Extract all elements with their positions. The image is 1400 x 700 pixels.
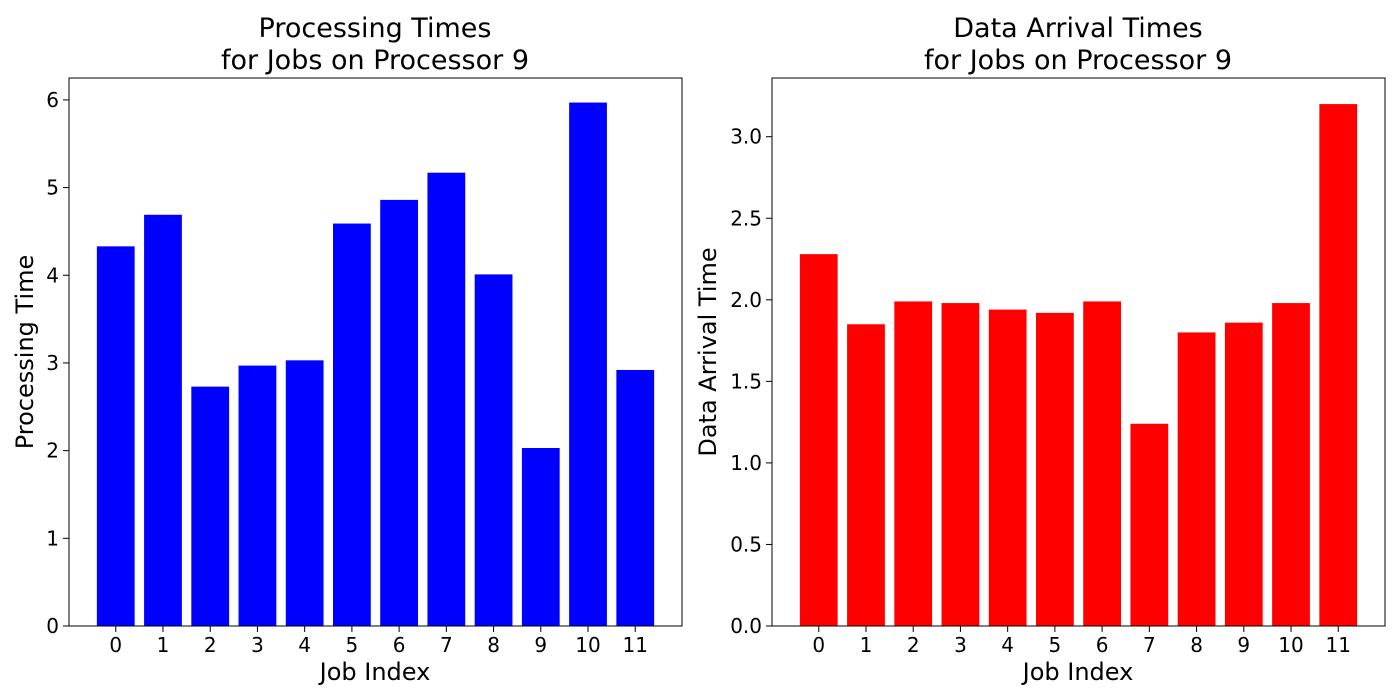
y-tick-label: 2.5 [730,206,762,230]
x-tick-label: 0 [812,633,825,657]
x-tick-label: 5 [1049,633,1062,657]
y-tick-label: 6 [46,88,59,112]
bar-job-5 [1036,312,1074,626]
bar-job-1 [847,324,885,626]
x-tick-label: 0 [109,633,122,657]
data-arrival-times-chart: Data Arrival Times for Jobs on Processor… [694,13,1386,686]
y-axis-label: Data Arrival Time [694,247,722,456]
x-tick-label: 11 [623,633,648,657]
y-axis-label: Processing Time [11,255,39,450]
x-tick-label: 3 [954,633,967,657]
chart-title-line-2: for Jobs on Processor 9 [924,45,1232,76]
x-tick-label: 2 [907,633,920,657]
y-tick-label: 1 [46,526,59,550]
bar-job-2 [191,386,230,626]
bar-job-7 [1130,423,1169,626]
y-tick-label: 0.0 [730,614,762,638]
bar-job-0 [799,254,838,626]
bar-series [799,104,1358,627]
y-axis-ticks: 0.0 0.5 1.0 1.5 2.0 2.5 3.0 [730,125,772,638]
x-tick-label: 5 [346,633,359,657]
x-tick-label: 9 [1237,633,1250,657]
x-tick-label: 10 [575,633,600,657]
bar-job-7 [427,172,466,626]
x-axis-label: Job Index [318,658,431,686]
x-tick-label: 8 [487,633,500,657]
y-axis-ticks: 0 1 2 3 4 5 6 [46,88,69,638]
bar-job-10 [569,102,607,627]
y-tick-label: 2 [46,439,59,463]
x-tick-label: 4 [298,633,311,657]
bar-job-1 [144,214,182,626]
x-tick-label: 11 [1326,633,1351,657]
y-tick-label: 3.0 [730,125,762,149]
x-tick-label: 1 [157,633,170,657]
y-tick-label: 0.5 [730,532,762,556]
x-tick-label: 2 [204,633,217,657]
x-tick-label: 6 [393,633,406,657]
bar-job-2 [894,301,933,626]
y-tick-label: 3 [46,351,59,375]
x-tick-label: 4 [1001,633,1014,657]
bar-job-4 [285,360,324,626]
bar-job-4 [988,309,1027,626]
bar-job-8 [474,274,513,626]
y-tick-label: 2.0 [730,288,762,312]
x-axis-label: Job Index [1021,658,1134,686]
plot-frame [68,77,683,627]
y-tick-label: 1.5 [730,369,762,393]
bar-job-8 [1177,332,1216,626]
bar-job-5 [333,223,371,627]
bar-job-0 [96,246,135,626]
x-tick-label: 7 [1143,633,1156,657]
processing-times-chart: Processing Times for Jobs on Processor 9… [11,13,683,686]
bar-job-10 [1272,303,1310,626]
bar-job-3 [941,303,980,626]
x-tick-label: 10 [1278,633,1303,657]
bar-job-9 [521,448,560,626]
plot-frame [771,77,1386,627]
y-tick-label: 0 [46,614,59,638]
x-tick-label: 8 [1190,633,1203,657]
bar-job-11 [616,369,655,626]
x-tick-label: 7 [440,633,453,657]
bar-job-6 [380,199,418,626]
x-axis-ticks: 0 1 2 3 4 5 6 7 8 9 10 11 [109,626,648,657]
y-tick-label: 1.0 [730,451,762,475]
bar-series [96,102,655,627]
bar-job-3 [238,365,277,626]
chart-title-line-2: for Jobs on Processor 9 [221,45,529,76]
chart-title-line-1: Data Arrival Times [953,13,1203,44]
x-tick-label: 1 [860,633,873,657]
bar-job-6 [1083,301,1121,626]
y-tick-label: 4 [46,263,59,287]
x-tick-label: 9 [534,633,547,657]
x-axis-ticks: 0 1 2 3 4 5 6 7 8 9 10 11 [812,626,1351,657]
x-tick-label: 3 [251,633,264,657]
chart-title-line-1: Processing Times [259,13,492,44]
x-tick-label: 6 [1096,633,1109,657]
y-tick-label: 5 [46,176,59,200]
bar-job-9 [1224,322,1263,626]
bar-job-11 [1319,104,1358,627]
